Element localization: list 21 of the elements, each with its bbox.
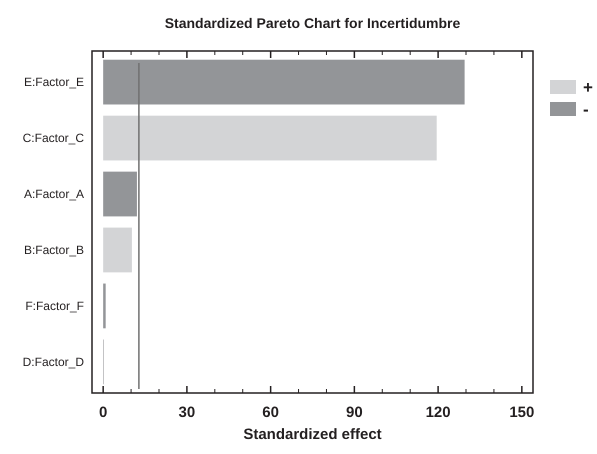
legend-label: -	[583, 100, 589, 119]
y-tick-label: C:Factor_C	[22, 131, 84, 146]
x-tick-label: 150	[509, 404, 534, 421]
bar	[103, 60, 465, 104]
y-tick-label: D:Factor_D	[22, 354, 84, 369]
x-tick-label: 30	[178, 404, 196, 421]
y-tick-label: A:Factor_A	[24, 187, 84, 202]
bar	[103, 172, 137, 216]
legend-label: +	[583, 78, 593, 97]
x-tick-label: 60	[262, 404, 279, 421]
x-tick-label: 120	[426, 404, 451, 421]
y-tick-label: E:Factor_E	[24, 75, 84, 90]
y-tick-label: B:Factor_B	[24, 242, 84, 257]
bar	[103, 116, 437, 160]
bar	[103, 284, 106, 328]
y-tick-label: F:Factor_F	[25, 298, 84, 313]
x-tick-label: 90	[346, 404, 363, 421]
x-axis-title: Standardized effect	[243, 426, 382, 443]
x-tick-label: 0	[98, 404, 108, 421]
chart-title: Standardized Pareto Chart for Incertidumbre	[164, 15, 461, 31]
bar	[103, 228, 132, 272]
